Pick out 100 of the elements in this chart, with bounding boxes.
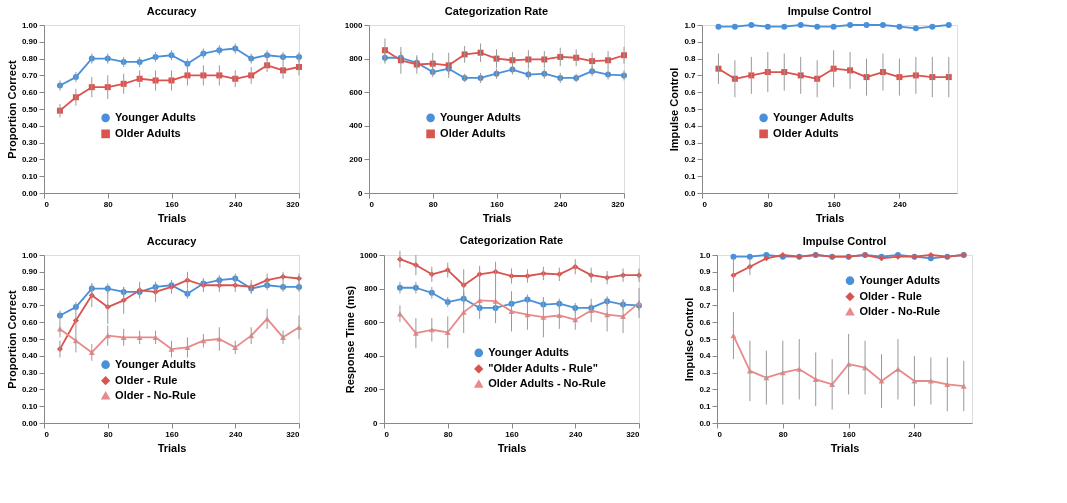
y-tick-label: 0.90: [21, 267, 39, 277]
y-tick-label: 0.5: [699, 334, 712, 344]
x-axis-title: Trials: [482, 211, 512, 224]
x-tick-label: 0: [44, 199, 50, 209]
chart-title: Accuracy: [146, 5, 198, 17]
legend-label: Older - No-Rule: [115, 388, 196, 401]
x-tick-label: 240: [554, 199, 568, 209]
legend-label: Younger Adults: [859, 273, 941, 286]
legend-label: "Older Adults - Rule": [488, 361, 598, 374]
x-tick-label: 320: [286, 199, 301, 209]
x-axis-title: Trials: [157, 441, 187, 454]
y-tick-label: 800: [364, 284, 379, 294]
legend-label: Younger Adults: [488, 345, 569, 358]
x-tick-label: 160: [505, 429, 520, 439]
x-tick-label: 0: [717, 429, 723, 439]
y-tick-label: 0.50: [21, 334, 39, 344]
y-tick-label: 1.00: [21, 250, 39, 260]
y-tick-label: 400: [349, 121, 364, 131]
legend-label: Younger Adults: [115, 357, 196, 370]
legend-label: Older Adults: [773, 126, 839, 139]
y-axis-title: Impulse Control: [668, 67, 681, 152]
x-tick-label: 240: [893, 199, 908, 209]
y-tick-label: 0.4: [699, 351, 712, 361]
x-tick-label: 240: [229, 199, 243, 209]
x-tick-label: 80: [778, 429, 789, 439]
y-tick-label: 0.3: [699, 368, 712, 378]
chart-title: Categorization Rate: [459, 234, 564, 247]
x-tick-label: 320: [286, 429, 301, 439]
y-tick-label: 200: [349, 154, 364, 164]
y-tick-label: 1.00: [21, 20, 39, 30]
legend-label: Older Adults: [440, 126, 506, 139]
x-tick-label: 240: [229, 429, 243, 439]
y-tick-label: 0.20: [21, 154, 39, 164]
y-tick-label: 600: [349, 87, 364, 97]
y-tick-label: 0.5: [684, 104, 697, 114]
y-tick-label: 0.2: [699, 384, 712, 394]
y-tick-label: 0.80: [21, 54, 39, 64]
chart-title: Accuracy: [146, 235, 198, 247]
y-axis-title: Impulse Control: [683, 297, 696, 382]
x-tick-label: 80: [763, 199, 774, 209]
y-tick-label: 0.70: [21, 300, 39, 310]
x-tick-label: 240: [908, 429, 923, 439]
y-tick-label: 0.10: [21, 401, 39, 411]
y-tick-label: 0.1: [699, 401, 712, 411]
x-tick-label: 80: [443, 429, 454, 439]
y-tick-label: 0.20: [21, 384, 39, 394]
y-tick-label: 0.30: [21, 368, 39, 378]
y-tick-label: 0.3: [684, 138, 697, 148]
legend-label: Younger Adults: [115, 110, 196, 123]
y-axis-title: Proportion Correct: [5, 289, 18, 389]
x-axis-title: Trials: [497, 441, 527, 454]
legend-label: Older Adults - No-Rule: [488, 376, 606, 389]
y-tick-label: 0.8: [699, 284, 712, 294]
y-tick-label: 0.60: [21, 317, 39, 327]
chart-title: Impulse Control: [802, 235, 887, 247]
y-tick-label: 0: [373, 418, 379, 428]
x-tick-label: 320: [626, 429, 641, 439]
legend-label: Older Adults: [115, 126, 181, 139]
y-tick-label: 0.60: [21, 87, 39, 97]
y-tick-label: 0.6: [699, 317, 712, 327]
y-tick-label: 0.4: [684, 121, 697, 131]
y-tick-label: 0.9: [684, 37, 697, 47]
x-tick-label: 0: [384, 429, 390, 439]
y-tick-label: 0.40: [21, 121, 39, 131]
y-tick-label: 0.10: [21, 171, 39, 181]
y-tick-label: 0.00: [21, 418, 39, 428]
y-tick-label: 0.80: [21, 284, 39, 294]
x-tick-label: 80: [103, 429, 114, 439]
y-axis-title: Proportion Correct: [5, 59, 18, 159]
y-tick-label: 0.2: [684, 154, 697, 164]
chart-title: Categorization Rate: [444, 5, 549, 17]
y-tick-label: 0.00: [21, 188, 39, 198]
x-tick-label: 80: [103, 199, 114, 209]
y-tick-label: 600: [364, 317, 379, 327]
y-tick-label: 0.30: [21, 138, 39, 148]
y-tick-label: 0.0: [699, 418, 712, 428]
x-tick-label: 160: [827, 199, 842, 209]
y-tick-label: 0.7: [684, 70, 697, 80]
y-axis-title: Response Time (ms): [343, 285, 356, 394]
x-tick-label: 160: [490, 199, 505, 209]
x-tick-label: 160: [165, 429, 180, 439]
y-tick-label: 0.9: [699, 267, 712, 277]
chart-title: Impulse Control: [787, 5, 872, 17]
x-axis-title: Trials: [830, 441, 860, 454]
x-tick-label: 80: [428, 199, 439, 209]
y-tick-label: 0: [358, 188, 364, 198]
y-tick-label: 0.7: [699, 300, 712, 310]
legend-label: Older - No-Rule: [859, 304, 941, 317]
x-tick-label: 0: [44, 429, 50, 439]
legend-label: Older - Rule: [115, 373, 178, 386]
y-tick-label: 200: [364, 384, 379, 394]
y-tick-label: 0.50: [21, 104, 39, 114]
y-tick-label: 400: [364, 351, 379, 361]
y-tick-label: 1000: [344, 20, 364, 30]
y-tick-label: 0.70: [21, 70, 39, 80]
y-tick-label: 0.90: [21, 37, 39, 47]
y-tick-label: 1.0: [684, 20, 697, 30]
legend-label: Older - Rule: [859, 289, 922, 302]
y-tick-label: 0.40: [21, 351, 39, 361]
legend-label: Younger Adults: [773, 110, 854, 123]
